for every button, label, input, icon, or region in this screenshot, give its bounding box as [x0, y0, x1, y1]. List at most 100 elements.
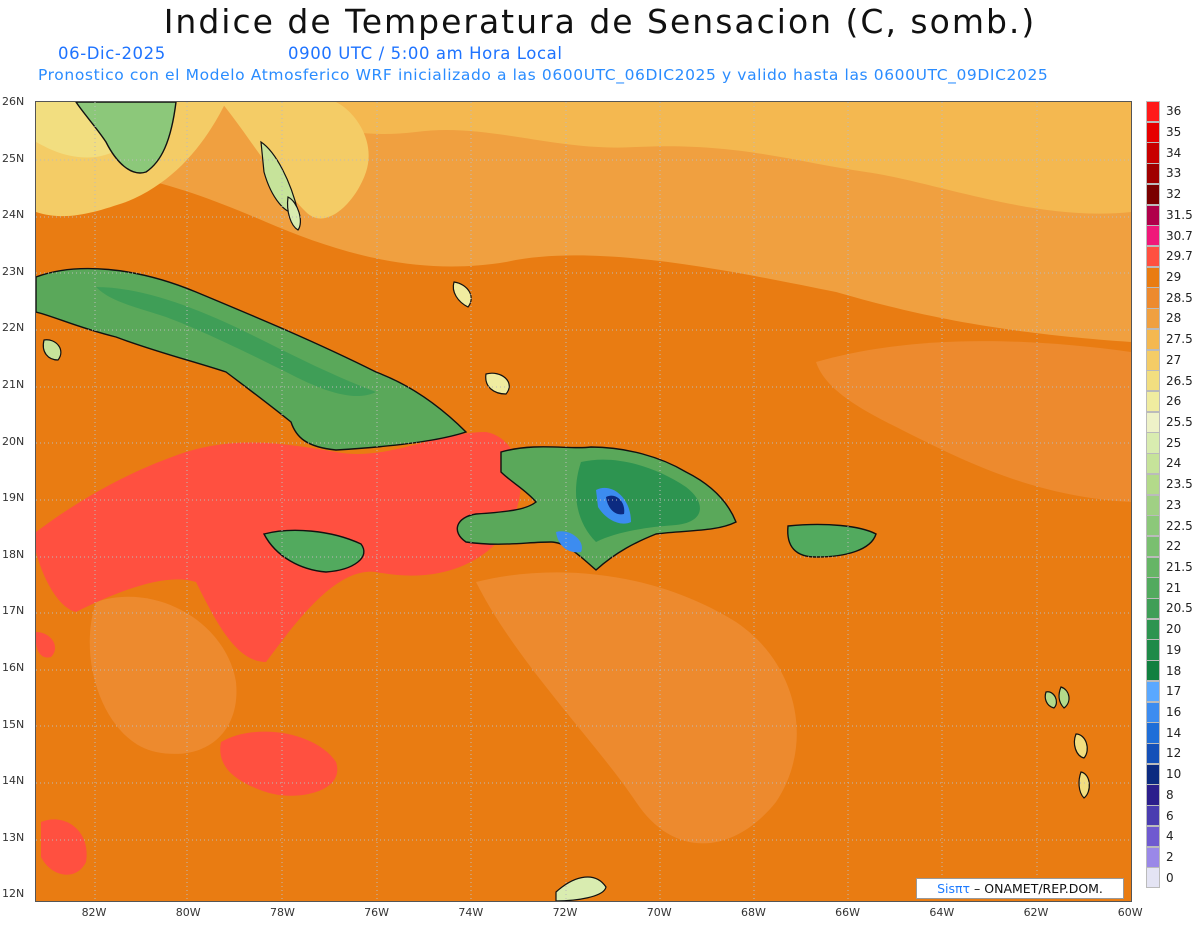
credit-box: Sisπτ – ONAMET/REP.DOM. [916, 878, 1124, 899]
colorbar-segment [1146, 743, 1160, 765]
lat-tick-label: 25N [2, 151, 25, 165]
lat-tick-label: 26N [2, 95, 25, 108]
colorbar-label: 23 [1166, 497, 1182, 512]
lon-tick-label: 80W [175, 906, 201, 919]
colorbar-segment [1146, 121, 1160, 143]
lat-tick-label: 12N [2, 887, 25, 901]
colorbar-label: 12 [1166, 746, 1182, 761]
lon-tick-label: 60W [1117, 906, 1143, 919]
colorbar-segment [1146, 163, 1160, 185]
map-field [36, 102, 1131, 901]
colorbar-segment [1146, 245, 1160, 268]
colorbar-segment [1146, 453, 1160, 475]
colorbar-segment [1146, 266, 1160, 288]
colorbar-segment [1146, 535, 1160, 558]
lon-tick-label: 82W [81, 906, 107, 919]
colorbar-label: 34 [1166, 145, 1182, 160]
lat-tick-label: 18N [2, 547, 25, 561]
lat-tick-label: 16N [2, 661, 25, 674]
colorbar-label: 28.5 [1166, 290, 1193, 305]
colorbar-segment [1146, 101, 1160, 123]
colorbar-label: 33 [1166, 166, 1182, 181]
colorbar-label: 6 [1166, 808, 1174, 823]
lon-tick-label: 78W [269, 906, 295, 919]
map-title: Indice de Temperatura de Sensacion (C, s… [163, 2, 1037, 41]
colorbar-label: 27 [1166, 352, 1182, 367]
colorbar-segment [1146, 556, 1160, 578]
colorbar-segment [1146, 142, 1160, 164]
colorbar-segment [1146, 639, 1160, 661]
colorbar-segment [1146, 701, 1160, 723]
colorbar-label: 10 [1166, 767, 1182, 782]
colorbar-label: 29 [1166, 270, 1182, 285]
colorbar-segment [1146, 846, 1160, 868]
lon-tick-label: 74W [458, 906, 484, 919]
colorbar-label: 22 [1166, 539, 1182, 554]
colorbar-segment [1146, 867, 1160, 889]
colorbar-label: 16 [1166, 704, 1182, 719]
colorbar-segment [1146, 825, 1160, 848]
colorbar-label: 25.5 [1166, 415, 1193, 429]
lon-tick-label: 64W [929, 906, 955, 919]
colorbar-label: 26.5 [1166, 373, 1193, 388]
credit-text: – ONAMET/REP.DOM. [974, 881, 1103, 896]
colorbar-segment [1146, 598, 1160, 620]
colorbar-segment [1146, 328, 1160, 351]
lat-tick-label: 14N [2, 774, 25, 788]
colorbar-segment [1146, 204, 1160, 226]
lat-tick-label: 19N [2, 491, 25, 505]
colorbar-segment [1146, 370, 1160, 392]
colorbar-segment [1146, 515, 1160, 537]
lat-tick-label: 17N [2, 604, 25, 618]
colorbar-label: 32 [1166, 187, 1182, 202]
colorbar-label: 20.5 [1166, 601, 1193, 616]
colorbar-label: 8 [1166, 787, 1174, 802]
model-info: Pronostico con el Modelo Atmosferico WRF… [38, 66, 1049, 84]
colorbar-label: 24 [1166, 456, 1182, 471]
colorbar-label: 17 [1166, 684, 1182, 699]
colorbar-segment [1146, 411, 1160, 433]
lon-tick-label: 68W [740, 906, 766, 919]
colorbar-label: 23.5 [1166, 477, 1193, 492]
colorbar-label: 25 [1166, 435, 1182, 450]
colorbar-label: 18 [1166, 663, 1182, 678]
lat-tick-label: 21N [2, 378, 25, 391]
heat-index-map [35, 101, 1132, 902]
forecast-time: 0900 UTC / 5:00 am Hora Local [288, 44, 563, 63]
colorbar-segment [1146, 577, 1160, 599]
colorbar-segment [1146, 432, 1160, 454]
colorbar-label: 2 [1166, 849, 1174, 864]
colorbar-label: 35 [1166, 125, 1182, 140]
lat-tick-label: 22N [2, 321, 25, 335]
lat-tick-label: 24N [2, 208, 25, 222]
colorbar-label: 21 [1166, 580, 1182, 595]
colorbar-label: 19 [1166, 642, 1182, 657]
colorbar-label: 22.5 [1166, 518, 1193, 533]
lat-tick-label: 23N [2, 264, 25, 278]
lon-tick-label: 76W [364, 906, 390, 919]
colorbar-label: 29.7 [1166, 249, 1193, 264]
colorbar-segment [1146, 183, 1160, 206]
colorbar-label: 36 [1166, 104, 1182, 119]
colorbar-segment [1146, 680, 1160, 703]
colorbar-segment [1146, 473, 1160, 495]
colorbar-label: 0 [1166, 870, 1174, 885]
colorbar-segment [1146, 763, 1160, 785]
lon-tick-label: 62W [1023, 906, 1049, 919]
lat-tick-label: 13N [2, 830, 25, 844]
lon-tick-label: 72W [552, 906, 578, 919]
forecast-date: 06-Dic-2025 [58, 44, 166, 63]
lat-tick-label: 15N [2, 717, 25, 731]
colorbar-segment [1146, 722, 1160, 744]
colorbar-label: 26 [1166, 394, 1182, 409]
credit-brand: Sisπτ [937, 881, 971, 896]
colorbar-segment [1146, 660, 1160, 682]
lon-tick-label: 70W [646, 906, 672, 919]
colorbar-segment [1146, 390, 1160, 413]
colorbar-label: 14 [1166, 725, 1182, 740]
colorbar-label: 20 [1166, 622, 1182, 637]
colorbar-label: 28 [1166, 311, 1182, 326]
lon-tick-label: 66W [835, 906, 861, 919]
colorbar-segment [1146, 805, 1160, 827]
colorbar-segment [1146, 308, 1160, 330]
